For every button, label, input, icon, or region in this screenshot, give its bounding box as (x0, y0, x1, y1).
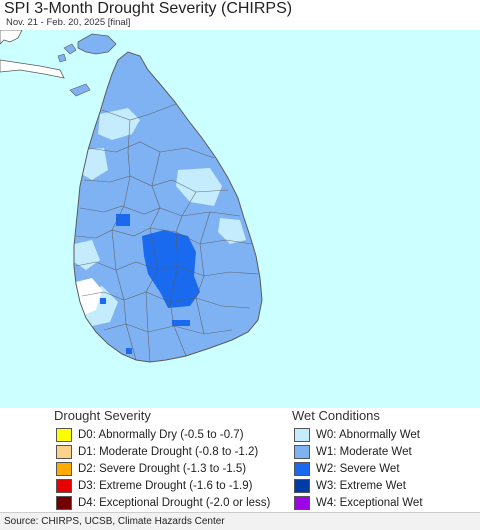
mannar-island (69, 83, 91, 97)
legend-label-w3: W3: Extreme Wet (316, 480, 406, 492)
swatch-w1 (294, 445, 310, 459)
legend-label-d2: D2: Severe Drought (-1.3 to -1.5) (78, 463, 247, 475)
swatch-d2 (56, 462, 72, 476)
legend-label-w1: W1: Moderate Wet (316, 446, 412, 458)
w2-region-south-patch (172, 320, 190, 326)
w2-region-central (142, 230, 200, 308)
legend-label-w0: W0: Abnormally Wet (316, 429, 420, 441)
india-coast-strip (0, 59, 65, 79)
drought-map[interactable] (0, 30, 480, 408)
swatch-d3 (56, 479, 72, 493)
map-canvas (0, 30, 263, 363)
island-shading (74, 52, 262, 362)
w0-region-east-2 (218, 218, 246, 244)
legend-label-w2: W2: Severe Wet (316, 463, 400, 475)
district-boundaries (75, 103, 259, 363)
swatch-d0 (56, 428, 72, 442)
legend-drought-heading: Drought Severity (54, 408, 151, 423)
legend-label-d0: D0: Abnormally Dry (-0.5 to -0.7) (78, 429, 244, 441)
legend-label-w4: W4: Exceptional Wet (316, 497, 423, 509)
map-title: SPI 3-Month Drought Severity (CHIRPS) (4, 0, 293, 17)
northern-island-1 (63, 43, 77, 55)
w2-small-patch-2 (100, 298, 106, 304)
legend-label-d4: D4: Exceptional Drought (-2.0 or less) (78, 497, 271, 509)
map-date-range: Nov. 21 - Feb. 20, 2025 [final] (6, 17, 131, 28)
swatch-w4 (294, 496, 310, 510)
w2-small-patch-1 (126, 348, 132, 354)
swatch-d1 (56, 445, 72, 459)
swatch-d4 (56, 496, 72, 510)
source-footer: Source: CHIRPS, UCSB, Climate Hazards Ce… (0, 512, 480, 530)
legend-wet: Wet Conditions W0: Abnormally Wet W1: Mo… (292, 408, 472, 512)
w0-region-east (176, 168, 222, 206)
map-legend: Drought Severity D0: Abnormally Dry (-0.… (0, 408, 480, 512)
legend-label-d3: D3: Extreme Drought (-1.6 to -1.9) (78, 480, 253, 492)
legend-drought: Drought Severity D0: Abnormally Dry (-0.… (54, 408, 284, 512)
swatch-w0 (294, 428, 310, 442)
source-credit: Source: CHIRPS, UCSB, Climate Hazards Ce… (4, 516, 225, 527)
w2-region-north-patch (116, 214, 130, 226)
swatch-w2 (294, 462, 310, 476)
jaffna-peninsula (77, 33, 117, 55)
northern-island-2 (57, 53, 67, 63)
india-landmass (0, 30, 23, 45)
swatch-w3 (294, 479, 310, 493)
map-header: SPI 3-Month Drought Severity (CHIRPS) No… (0, 0, 480, 30)
legend-wet-heading: Wet Conditions (292, 408, 380, 423)
legend-label-d1: D1: Moderate Drought (-0.8 to -1.2) (78, 446, 259, 458)
